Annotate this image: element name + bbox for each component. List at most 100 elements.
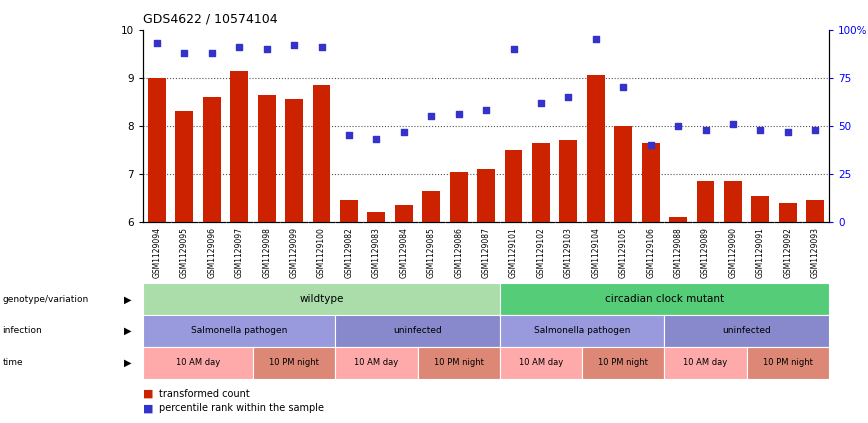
Text: uninfected: uninfected [722, 327, 771, 335]
Text: ▶: ▶ [124, 326, 131, 336]
Text: GSM1129090: GSM1129090 [728, 227, 738, 278]
Bar [367, 212, 385, 222]
Text: uninfected: uninfected [393, 327, 442, 335]
Point [150, 40, 164, 47]
Point [753, 126, 767, 133]
Point [644, 142, 658, 148]
Text: GSM1129089: GSM1129089 [701, 227, 710, 278]
Point [233, 44, 247, 50]
Bar [148, 78, 166, 222]
Text: GSM1129099: GSM1129099 [290, 227, 299, 278]
Bar [641, 143, 660, 222]
Text: transformed count: transformed count [159, 389, 250, 399]
Bar [615, 126, 632, 222]
Point [370, 136, 384, 143]
Bar [450, 172, 468, 222]
Text: genotype/variation: genotype/variation [3, 295, 89, 304]
Point [451, 111, 465, 118]
Text: infection: infection [3, 327, 43, 335]
Text: GSM1129082: GSM1129082 [345, 227, 353, 278]
Text: GSM1129086: GSM1129086 [454, 227, 464, 278]
Point [397, 128, 411, 135]
Point [781, 128, 795, 135]
Point [699, 126, 713, 133]
Point [342, 132, 356, 139]
Bar [779, 203, 797, 222]
Text: 10 PM night: 10 PM night [269, 358, 319, 367]
Point [808, 126, 822, 133]
Bar [587, 75, 605, 222]
Text: GSM1129091: GSM1129091 [756, 227, 765, 278]
Bar [724, 181, 742, 222]
Point [671, 123, 685, 129]
Text: ■: ■ [143, 403, 154, 413]
Text: 10 AM day: 10 AM day [176, 358, 220, 367]
Point [726, 121, 740, 127]
Point [260, 46, 273, 52]
Text: GSM1129083: GSM1129083 [372, 227, 381, 278]
Point [424, 113, 438, 120]
Text: time: time [3, 358, 23, 367]
Point [589, 36, 602, 43]
Bar [230, 71, 248, 222]
Text: 10 PM night: 10 PM night [763, 358, 812, 367]
Text: GSM1129084: GSM1129084 [399, 227, 408, 278]
Text: ▶: ▶ [124, 294, 131, 304]
Text: GSM1129098: GSM1129098 [262, 227, 271, 278]
Point [479, 107, 493, 114]
Text: ■: ■ [143, 389, 154, 399]
Bar [752, 195, 769, 222]
Point [507, 46, 521, 52]
Text: GSM1129100: GSM1129100 [317, 227, 326, 278]
Point [177, 49, 191, 56]
Text: Salmonella pathogen: Salmonella pathogen [191, 327, 287, 335]
Bar [395, 205, 412, 222]
Text: 10 AM day: 10 AM day [519, 358, 563, 367]
Bar [697, 181, 714, 222]
Bar [203, 97, 220, 222]
Text: GSM1129105: GSM1129105 [619, 227, 628, 278]
Text: 10 AM day: 10 AM day [354, 358, 398, 367]
Text: circadian clock mutant: circadian clock mutant [605, 294, 724, 304]
Text: GSM1129095: GSM1129095 [180, 227, 189, 278]
Text: Salmonella pathogen: Salmonella pathogen [534, 327, 630, 335]
Bar [477, 169, 495, 222]
Text: GSM1129096: GSM1129096 [207, 227, 216, 278]
Text: GSM1129087: GSM1129087 [482, 227, 490, 278]
Bar [669, 217, 687, 222]
Point [616, 84, 630, 91]
Bar [532, 143, 549, 222]
Text: GSM1129103: GSM1129103 [564, 227, 573, 278]
Bar [504, 150, 523, 222]
Text: GSM1129101: GSM1129101 [509, 227, 518, 278]
Bar [312, 85, 331, 222]
Bar [423, 191, 440, 222]
Text: ▶: ▶ [124, 358, 131, 368]
Text: GDS4622 / 10574104: GDS4622 / 10574104 [143, 12, 278, 25]
Text: percentile rank within the sample: percentile rank within the sample [159, 403, 324, 413]
Text: GSM1129085: GSM1129085 [427, 227, 436, 278]
Point [534, 99, 548, 106]
Text: 10 AM day: 10 AM day [683, 358, 727, 367]
Text: GSM1129093: GSM1129093 [811, 227, 819, 278]
Text: 10 PM night: 10 PM night [434, 358, 483, 367]
Point [287, 41, 301, 48]
Bar [560, 140, 577, 222]
Bar [806, 201, 824, 222]
Text: GSM1129104: GSM1129104 [591, 227, 601, 278]
Bar [340, 201, 358, 222]
Bar [175, 111, 194, 222]
Text: GSM1129094: GSM1129094 [153, 227, 161, 278]
Text: GSM1129106: GSM1129106 [646, 227, 655, 278]
Text: GSM1129092: GSM1129092 [783, 227, 792, 278]
Point [562, 93, 575, 100]
Text: wildtype: wildtype [299, 294, 344, 304]
Text: GSM1129088: GSM1129088 [674, 227, 682, 278]
Text: GSM1129102: GSM1129102 [536, 227, 545, 278]
Bar [286, 99, 303, 222]
Text: 10 PM night: 10 PM night [598, 358, 648, 367]
Bar [258, 95, 275, 222]
Point [314, 44, 328, 50]
Point [205, 49, 219, 56]
Text: GSM1129097: GSM1129097 [234, 227, 244, 278]
